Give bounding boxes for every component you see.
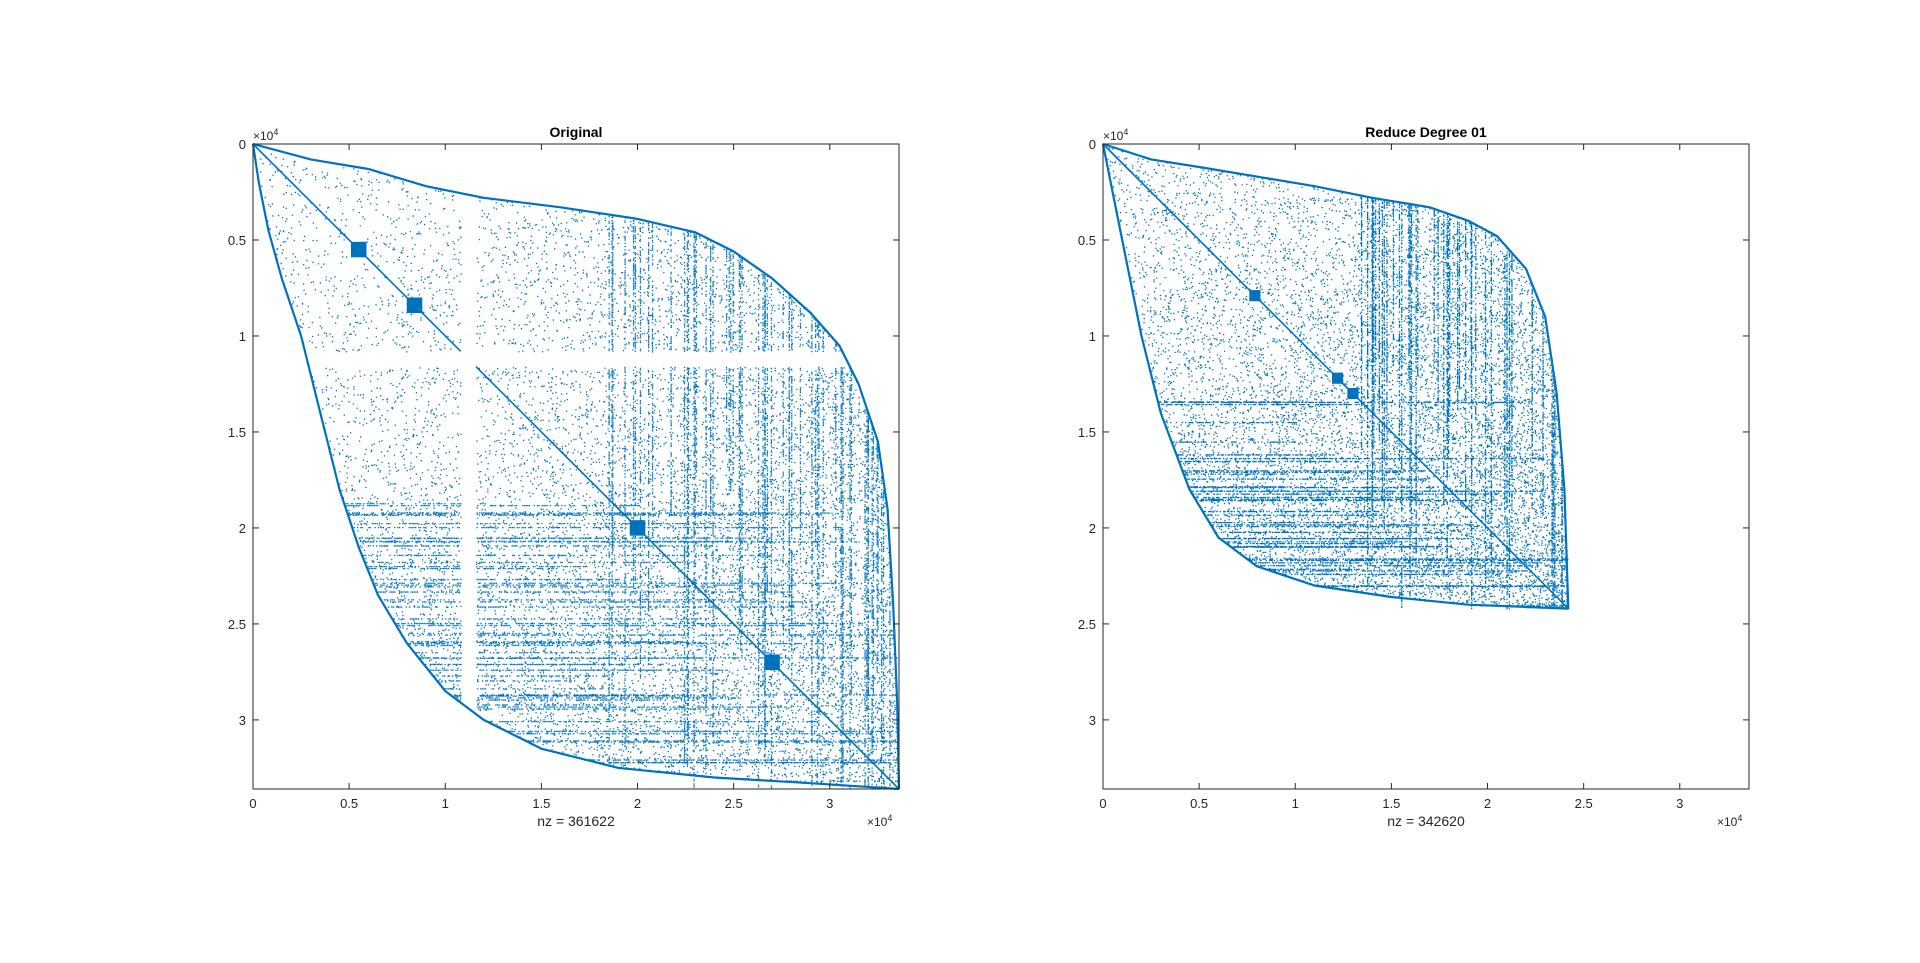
x-tick-label: 0 (249, 796, 256, 811)
x-tick-label: 3 (826, 796, 833, 811)
chart-title: Original (550, 124, 603, 140)
x-axis-label: nz = 361622 (537, 813, 615, 829)
x-axis-label: nz = 342620 (1387, 813, 1465, 829)
x-exponent-label: ×104 (867, 813, 892, 829)
upper-profile-edge (252, 142, 901, 790)
sparsity-marks (1101, 142, 1570, 610)
y-tick-label: 1.5 (228, 425, 246, 440)
dense-block (406, 297, 423, 313)
dense-block (629, 520, 646, 536)
dense-block (764, 654, 780, 671)
spy-panel-2: 0 0.5 1 1.5 2 2.5 3 0 0.5 1 1.5 2 2.5 3 ×104 ×104 Reduce… (1078, 124, 1750, 829)
dense-block (1347, 387, 1359, 400)
y-exponent-label: ×104 (1103, 127, 1128, 143)
y-tick-label: 2 (1089, 521, 1096, 536)
spy-panel-1: 0 0.5 1 1.5 2 2.5 3 0 0.5 1 1.5 2 2.5 3 ×104 ×104 Origin… (228, 124, 901, 829)
diagonal-segment (475, 366, 900, 790)
x-tick-label: 2 (1484, 796, 1491, 811)
y-tick-label: 1 (239, 329, 246, 344)
lower-profile-edge (1101, 143, 1569, 610)
x-tick-label: 2.5 (725, 796, 743, 811)
x-tick-label: 1.5 (532, 796, 550, 811)
dense-bands (1157, 195, 1570, 610)
y-tick-label: 2 (239, 521, 246, 536)
lower-profile-edge (251, 143, 900, 791)
dense-block (1331, 372, 1344, 384)
dense-block (1249, 290, 1261, 302)
chart-title: Reduce Degree 01 (1365, 124, 1487, 140)
x-tick-label: 1 (442, 796, 449, 811)
x-tick-label: 3 (1676, 796, 1683, 811)
x-tick-label: 0 (1099, 796, 1106, 811)
y-tick-label: 3 (1089, 713, 1096, 728)
y-tick-label: 1 (1089, 329, 1096, 344)
y-tick-label: 3 (239, 713, 246, 728)
x-exponent-label: ×104 (1717, 813, 1742, 829)
sparsity-marks (251, 142, 901, 791)
y-tick-label: 0.5 (228, 233, 246, 248)
y-exponent-label: ×104 (253, 127, 278, 143)
x-tick-label: 2 (634, 796, 641, 811)
nonzero-points (1107, 147, 1569, 609)
dense-block (350, 241, 367, 258)
x-tick-label: 2.5 (1575, 796, 1593, 811)
axes-box (252, 143, 900, 790)
y-tick-label: 0.5 (1078, 233, 1096, 248)
x-tick-label: 0.5 (340, 796, 358, 811)
y-tick-label: 2.5 (1078, 617, 1096, 632)
x-tick-label: 0.5 (1190, 796, 1208, 811)
y-tick-label: 0 (239, 137, 246, 152)
upper-profile-edge (1102, 142, 1570, 609)
x-tick-label: 1 (1292, 796, 1299, 811)
x-tick-label: 1.5 (1382, 796, 1400, 811)
y-tick-label: 2.5 (228, 617, 246, 632)
y-tick-label: 1.5 (1078, 425, 1096, 440)
y-tick-label: 0 (1089, 137, 1096, 152)
axes-box (1102, 143, 1750, 790)
